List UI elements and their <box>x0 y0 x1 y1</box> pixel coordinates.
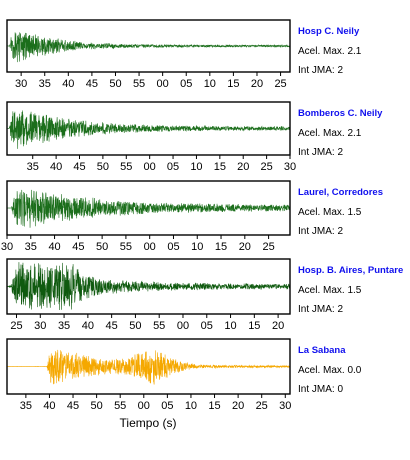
waveform-trace <box>6 262 291 311</box>
x-tick-label: 05 <box>167 161 179 173</box>
panel-frame <box>6 180 291 236</box>
max-acceleration-label: Acel. Max. 1.5 <box>298 207 362 218</box>
x-tick-label: 20 <box>272 320 284 332</box>
x-tick-label: 05 <box>180 78 192 90</box>
x-tick-label: 10 <box>191 241 203 253</box>
x-tick-label: 50 <box>129 320 141 332</box>
waveform-trace <box>6 32 291 63</box>
panel-frame <box>6 338 291 395</box>
jma-intensity-label: Int JMA: 2 <box>298 226 343 237</box>
x-tick-label: 40 <box>62 78 74 90</box>
x-tick-label: 30 <box>1 241 13 253</box>
x-tick-label: 10 <box>224 320 236 332</box>
panel-2: 35 40 45 50 55 00 05 10 15 20 25 30 Bomberos C. Neil… <box>6 101 383 173</box>
x-tick-label: 45 <box>73 161 85 173</box>
x-tick-label: 30 <box>279 400 291 412</box>
x-tick-label: 45 <box>86 78 98 90</box>
x-tick-label: 50 <box>96 241 108 253</box>
x-tick-label: 45 <box>106 320 118 332</box>
x-tick-label: 00 <box>177 320 189 332</box>
x-tick-label: 30 <box>284 161 296 173</box>
x-tick-label: 25 <box>274 78 286 90</box>
x-axis-label: Tiempo (s) <box>120 416 177 430</box>
x-tick-label: 40 <box>43 400 55 412</box>
x-tick-label: 55 <box>120 161 132 173</box>
jma-intensity-label: Int JMA: 2 <box>298 147 343 158</box>
x-tick-label: 35 <box>58 320 70 332</box>
station-name: Bomberos C. Neily <box>298 108 383 119</box>
x-tick-label: 15 <box>214 161 226 173</box>
x-tick-label: 05 <box>167 241 179 253</box>
station-name: Hosp C. Neily <box>298 26 360 37</box>
x-tick-label: 55 <box>153 320 165 332</box>
x-tick-label: 30 <box>34 320 46 332</box>
x-tick-label: 15 <box>227 78 239 90</box>
x-tick-label: 50 <box>109 78 121 90</box>
x-tick-label: 00 <box>157 78 169 90</box>
x-tick-label: 40 <box>82 320 94 332</box>
x-tick-label: 25 <box>10 320 22 332</box>
max-acceleration-label: Acel. Max. 2.1 <box>298 128 362 139</box>
x-tick-label: 25 <box>256 400 268 412</box>
max-acceleration-label: Acel. Max. 0.0 <box>298 365 362 376</box>
x-tick-label: 20 <box>237 161 249 173</box>
x-tick-label: 55 <box>114 400 126 412</box>
x-tick-label: 00 <box>144 161 156 173</box>
x-tick-label: 40 <box>50 161 62 173</box>
x-tick-label: 35 <box>39 78 51 90</box>
waveform-trace <box>6 189 291 228</box>
x-tick-label: 30 <box>15 78 27 90</box>
x-tick-label: 35 <box>25 241 37 253</box>
x-tick-label: 10 <box>190 161 202 173</box>
panel-frame <box>6 258 291 315</box>
x-tick-label: 20 <box>239 241 251 253</box>
x-tick-label: 50 <box>90 400 102 412</box>
max-acceleration-label: Acel. Max. 1.5 <box>298 285 362 296</box>
x-tick-label: 15 <box>208 400 220 412</box>
x-tick-label: 10 <box>204 78 216 90</box>
x-tick-label: 00 <box>144 241 156 253</box>
x-tick-label: 15 <box>248 320 260 332</box>
x-tick-label: 40 <box>48 241 60 253</box>
x-tick-label: 20 <box>251 78 263 90</box>
x-tick-label: 55 <box>120 241 132 253</box>
x-tick-label: 10 <box>185 400 197 412</box>
jma-intensity-label: Int JMA: 2 <box>298 65 343 76</box>
jma-intensity-label: Int JMA: 2 <box>298 304 343 315</box>
x-tick-label: 00 <box>138 400 150 412</box>
x-tick-label: 50 <box>97 161 109 173</box>
panel-4: 25 30 35 40 45 50 55 00 05 10 15 20 Hosp. B. Aires, … <box>6 258 403 332</box>
x-tick-label: 15 <box>215 241 227 253</box>
x-tick-label: 25 <box>262 241 274 253</box>
station-name: Laurel, Corredores <box>298 187 383 198</box>
max-acceleration-label: Acel. Max. 2.1 <box>298 46 362 57</box>
x-tick-label: 45 <box>72 241 84 253</box>
x-tick-label: 25 <box>260 161 272 173</box>
station-name: Hosp. B. Aires, Puntare <box>298 265 403 276</box>
x-tick-label: 35 <box>20 400 32 412</box>
panel-1: 30 35 40 45 50 55 00 05 10 15 20 25 Hosp C. Neily Ace… <box>6 19 362 90</box>
x-tick-label: 55 <box>133 78 145 90</box>
jma-intensity-label: Int JMA: 0 <box>298 384 343 395</box>
panel-frame <box>6 19 291 73</box>
waveform-trace <box>6 349 291 385</box>
panel-3: 30 35 40 45 50 55 00 05 10 15 20 25 Laurel, Corredor… <box>1 180 383 253</box>
panel-5: 35 40 45 50 55 00 05 10 15 20 25 30 La Sabana Acel. M… <box>6 338 362 412</box>
station-name: La Sabana <box>298 345 346 356</box>
x-tick-label: 05 <box>161 400 173 412</box>
x-tick-label: 20 <box>232 400 244 412</box>
x-tick-label: 45 <box>67 400 79 412</box>
panel-frame <box>6 101 291 156</box>
waveform-trace <box>6 110 291 149</box>
x-tick-label: 05 <box>201 320 213 332</box>
x-tick-label: 35 <box>27 161 39 173</box>
